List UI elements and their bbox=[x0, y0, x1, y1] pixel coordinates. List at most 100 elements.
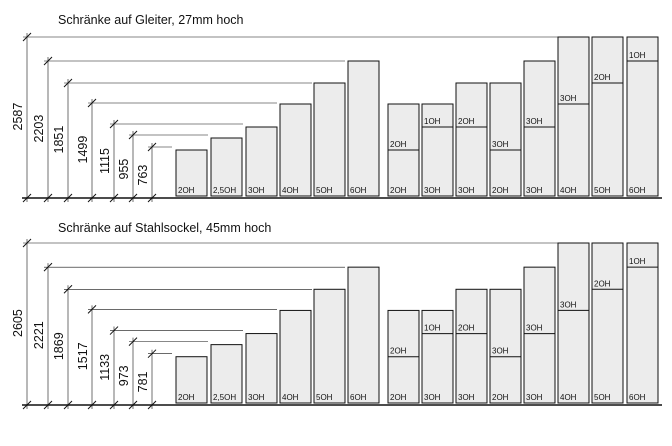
cabinet-label-bottom: 4OH bbox=[560, 393, 577, 402]
cabinet-label-bottom: 3OH bbox=[424, 393, 441, 402]
cabinet-label-top: 2OH bbox=[594, 279, 611, 288]
cabinet-label-top: 2OH bbox=[458, 324, 475, 333]
dimension-tick bbox=[109, 326, 119, 335]
cabinet-stacked bbox=[591, 242, 624, 404]
cabinet-label-top: 1OH bbox=[424, 324, 441, 333]
cabinet-stacked bbox=[455, 82, 488, 197]
cabinet-stacked bbox=[557, 242, 590, 404]
dimension-label: 2587 bbox=[11, 103, 25, 131]
dimension-label: 781 bbox=[136, 371, 150, 392]
section-title-stahlsockel: Schränke auf Stahlsockel, 45mm hoch bbox=[58, 221, 271, 235]
dimension-label: 955 bbox=[117, 159, 131, 180]
dimension-tick bbox=[87, 98, 97, 108]
cabinet-label-top: 2OH bbox=[390, 347, 407, 356]
dimension-label: 1869 bbox=[52, 332, 66, 360]
dimension-tick bbox=[63, 284, 73, 294]
cabinet-label: 2OH bbox=[178, 393, 195, 402]
dimension-tick bbox=[128, 337, 138, 346]
cabinet-label-bottom: 2OH bbox=[492, 393, 509, 402]
cabinet-stacked bbox=[421, 103, 454, 197]
cabinet-label: 6OH bbox=[350, 393, 367, 402]
section-title-gleiter: Schränke auf Gleiter, 27mm hoch bbox=[58, 13, 244, 27]
dimension-tick bbox=[128, 400, 138, 410]
dimension-label: 2605 bbox=[11, 309, 25, 337]
cabinet-label-top: 3OH bbox=[526, 324, 543, 333]
cabinet-label-bottom: 5OH bbox=[594, 186, 611, 195]
cabinet-single bbox=[175, 356, 208, 404]
dimension-label: 1851 bbox=[52, 126, 66, 154]
dimension-label: 1115 bbox=[98, 148, 112, 174]
dimension-tick bbox=[87, 193, 97, 203]
cabinet-label-bottom: 2OH bbox=[390, 186, 407, 195]
cabinet-label-bottom: 6OH bbox=[629, 393, 646, 402]
dimension-tick bbox=[87, 400, 97, 410]
cabinet-label-top: 1OH bbox=[629, 51, 646, 60]
cabinet-label-bottom: 3OH bbox=[458, 186, 475, 195]
cabinet-label: 2,5OH bbox=[213, 393, 236, 402]
dimension-tick bbox=[147, 400, 157, 410]
cabinet-label: 5OH bbox=[316, 393, 333, 402]
cabinet-label-top: 1OH bbox=[629, 257, 646, 266]
cabinet-label-bottom: 6OH bbox=[629, 186, 646, 195]
cabinet-label-bottom: 2OH bbox=[390, 393, 407, 402]
section-stahlsockel: Schränke auf Stahlsockel, 45mm hoch 2605… bbox=[11, 221, 662, 410]
dimension-tick bbox=[63, 193, 73, 203]
dimension-tick bbox=[22, 193, 32, 203]
dimension-tick bbox=[109, 400, 119, 410]
dimension-label: 2221 bbox=[32, 321, 46, 349]
dimension-tick bbox=[22, 32, 32, 42]
cabinet-stacked bbox=[626, 242, 659, 404]
cabinet-label-bottom: 5OH bbox=[594, 393, 611, 402]
cabinet-single bbox=[313, 288, 346, 404]
dimension-label: 1517 bbox=[76, 342, 90, 370]
cabinet-label: 2,5OH bbox=[213, 186, 236, 195]
cabinet-label-top: 3OH bbox=[560, 94, 577, 103]
cabinet-label: 2OH bbox=[178, 186, 195, 195]
cabinet-single bbox=[175, 149, 208, 197]
dimension-tick bbox=[43, 262, 53, 272]
cabinet-label: 5OH bbox=[316, 186, 333, 195]
dimension-tick bbox=[63, 78, 73, 88]
cabinet-stacked bbox=[626, 36, 659, 197]
cabinet-label-bottom: 3OH bbox=[526, 186, 543, 195]
cabinet-stacked bbox=[489, 288, 522, 404]
cabinet-label-bottom: 3OH bbox=[424, 186, 441, 195]
dimension-tick bbox=[147, 142, 157, 152]
cabinet-single bbox=[210, 137, 243, 197]
cabinet-single bbox=[245, 333, 278, 404]
dimension-tick bbox=[43, 193, 53, 203]
dimension-tick bbox=[43, 56, 53, 66]
cabinet-stacked bbox=[557, 36, 590, 197]
cabinet-stacked bbox=[523, 266, 556, 404]
cabinet-single bbox=[279, 103, 312, 197]
cabinet-label: 4OH bbox=[282, 393, 299, 402]
dimension-tick bbox=[22, 400, 32, 410]
dimension-label: 2203 bbox=[32, 115, 46, 143]
cabinet-single bbox=[347, 60, 380, 197]
dimension-tick bbox=[128, 193, 138, 203]
dimension-tick bbox=[109, 193, 119, 203]
dimension-tick bbox=[109, 119, 119, 129]
cabinet-stacked bbox=[455, 288, 488, 404]
cabinet-single bbox=[279, 309, 312, 404]
cabinet-label: 6OH bbox=[350, 186, 367, 195]
cabinet-label-top: 3OH bbox=[560, 300, 577, 309]
cabinet-label-bottom: 3OH bbox=[526, 393, 543, 402]
dimension-label: 973 bbox=[117, 365, 131, 386]
dimension-tick bbox=[128, 130, 138, 140]
cabinet-label-top: 1OH bbox=[424, 117, 441, 126]
cabinet-label: 3OH bbox=[248, 393, 265, 402]
dimension-tick bbox=[147, 349, 157, 359]
cabinet-stacked bbox=[421, 309, 454, 404]
cabinet-label: 4OH bbox=[282, 186, 299, 195]
section-gleiter: Schränke auf Gleiter, 27mm hoch 2587 2203… bbox=[11, 13, 662, 203]
cabinet-label-bottom: 2OH bbox=[492, 186, 509, 195]
dimension-tick bbox=[43, 400, 53, 410]
dimension-tick bbox=[147, 193, 157, 203]
cabinet-single bbox=[245, 126, 278, 197]
cabinet-label-top: 3OH bbox=[492, 140, 509, 149]
cabinet-single bbox=[210, 344, 243, 404]
cabinet-stacked bbox=[591, 36, 624, 197]
dimension-label: 1499 bbox=[76, 136, 90, 164]
